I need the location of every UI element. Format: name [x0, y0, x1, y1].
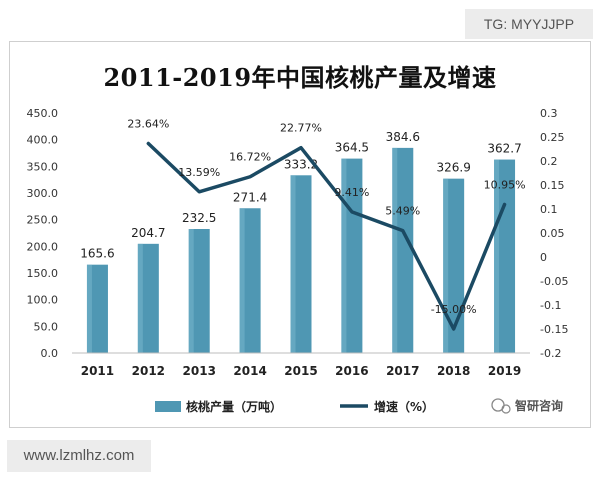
- left-tick-label: 450.0: [27, 107, 59, 120]
- x-axis: 2011 2012 2013 2014 2015 2016 2017 2018 2019: [72, 352, 530, 378]
- watermark-icon-dot: [501, 404, 511, 414]
- left-tick-label: 150.0: [27, 267, 59, 280]
- bar-value-label: 364.5: [335, 141, 369, 155]
- combo-chart: 0.050.0100.0150.0200.0250.0300.0350.0400…: [27, 107, 569, 414]
- bar-value-label: 326.9: [436, 161, 470, 175]
- bar: [239, 208, 261, 353]
- legend: 核桃产量（万吨） 增速（%）: [155, 399, 434, 414]
- bar-value-label: 271.4: [233, 190, 267, 204]
- right-tick-label: -0.15: [540, 323, 568, 336]
- bar-shine: [443, 178, 449, 353]
- x-tick-label: 2013: [183, 364, 216, 378]
- x-tick-label: 2012: [132, 364, 165, 378]
- bar-shine: [239, 208, 245, 353]
- line-value-label: 16.72%: [229, 151, 271, 164]
- bar: [494, 159, 516, 353]
- left-tick-label: 300.0: [27, 187, 59, 200]
- bar: [443, 178, 465, 353]
- left-tick-label: 100.0: [27, 294, 59, 307]
- watermark: 智研咨询: [491, 398, 563, 414]
- left-tick-label: 400.0: [27, 134, 59, 147]
- x-tick-label: 2016: [335, 364, 368, 378]
- line-value-label: 13.59%: [178, 166, 220, 179]
- x-tick-label: 2017: [386, 364, 419, 378]
- left-tick-label: 50.0: [34, 320, 59, 333]
- bar-value-label: 204.7: [131, 226, 165, 240]
- bar-shine: [137, 243, 143, 353]
- line-value-label: 10.95%: [484, 178, 526, 191]
- left-axis: 0.0 50.0 100.0 150.0 200.0 250.0 300.0 350.0 400…: [27, 107, 59, 360]
- left-tick-label: 250.0: [27, 214, 59, 227]
- line-value-label: -15.00%: [431, 303, 477, 316]
- bar: [392, 147, 414, 353]
- bar-shine: [86, 264, 92, 353]
- bar: [290, 175, 312, 353]
- bar-shine: [188, 229, 194, 353]
- line-value-label: 5.49%: [385, 205, 420, 218]
- right-tick-label: -0.1: [540, 299, 561, 312]
- right-tick-label: 0.1: [540, 203, 558, 216]
- right-tick-label: -0.2: [540, 347, 561, 360]
- bar-shine: [290, 175, 296, 353]
- left-tick-label: 350.0: [27, 160, 59, 173]
- right-tick-label: -0.05: [540, 275, 568, 288]
- bar: [86, 264, 108, 353]
- bar-shine: [392, 147, 398, 353]
- right-tick-label: 0.3: [540, 107, 558, 120]
- right-tick-label: 0: [540, 251, 547, 264]
- bar-shine: [341, 158, 347, 353]
- bar-shine: [494, 159, 500, 353]
- line-value-label: 22.77%: [280, 122, 322, 135]
- line-labels: 23.64% 13.59% 16.72% 22.77% 9.41% 5.49% -15.00…: [127, 118, 525, 316]
- line-value-label: 23.64%: [127, 118, 169, 131]
- bar-value-label: 232.5: [182, 211, 216, 225]
- watermark-text: 智研咨询: [514, 398, 563, 413]
- right-tick-label: 0.05: [540, 227, 565, 240]
- growth-line: [146, 141, 507, 331]
- right-tick-label: 0.2: [540, 155, 558, 168]
- right-axis: -0.2 -0.15 -0.1 -0.05 0 0.05 0.1 0.15 0.2 0.25 0.3: [540, 107, 568, 360]
- bar-value-label: 384.6: [386, 130, 420, 144]
- x-tick-label: 2019: [488, 364, 521, 378]
- bar-value-label: 362.7: [487, 142, 521, 156]
- right-tick-label: 0.15: [540, 179, 565, 192]
- x-tick-label: 2011: [81, 364, 114, 378]
- right-tick-label: 0.25: [540, 131, 565, 144]
- bar-value-label: 165.6: [80, 247, 114, 261]
- bar: [188, 229, 210, 353]
- x-tick-label: 2014: [233, 364, 266, 378]
- left-tick-label: 0.0: [41, 347, 59, 360]
- left-tick-label: 200.0: [27, 240, 59, 253]
- chart-frame: 2011-2019年中国核桃产量及增速 0.0 50.0 100.0 150.0 200…: [9, 41, 591, 428]
- line-series: [146, 141, 507, 331]
- bar: [137, 243, 159, 353]
- bar-labels: 165.6204.7232.5271.4333.2364.5384.6326.9…: [80, 130, 521, 261]
- overlay-url: www.lzmlhz.com: [7, 440, 151, 472]
- overlay-tag: TG: MYYJJPP: [465, 9, 593, 39]
- legend-bar-swatch: [155, 401, 181, 412]
- x-tick-label: 2015: [284, 364, 317, 378]
- line-value-label: 9.41%: [334, 186, 369, 199]
- chart-title: 2011-2019年中国核桃产量及增速: [103, 63, 497, 92]
- bar-series: [86, 147, 516, 353]
- legend-bar-label: 核桃产量（万吨）: [186, 399, 282, 414]
- x-tick-label: 2018: [437, 364, 470, 378]
- legend-line-label: 增速（%）: [374, 399, 434, 414]
